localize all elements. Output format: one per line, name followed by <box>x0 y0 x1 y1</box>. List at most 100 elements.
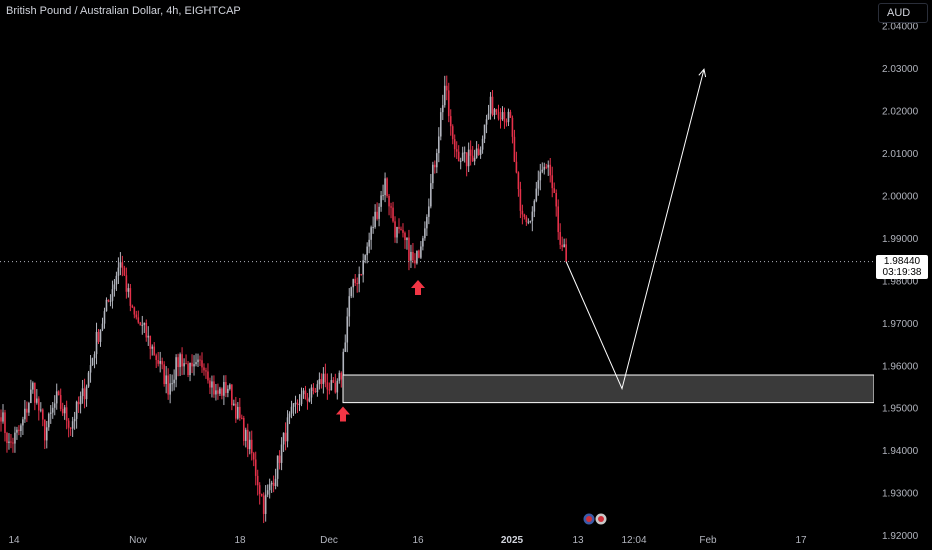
candle <box>382 184 384 201</box>
candle <box>366 242 368 264</box>
candle <box>49 405 52 424</box>
time-tick-label: 13 <box>572 535 584 546</box>
candle <box>517 171 520 197</box>
candle <box>81 379 84 404</box>
candle <box>225 375 227 398</box>
candle <box>141 315 144 335</box>
candle <box>424 221 426 241</box>
candle <box>201 352 203 373</box>
demand-zone <box>342 374 875 404</box>
candle <box>294 395 297 414</box>
candle <box>185 354 187 365</box>
price-tick-label: 1.96000 <box>882 361 919 372</box>
candle <box>107 299 110 303</box>
last-price-label: 1.98440 03:19:38 <box>876 255 928 279</box>
candle <box>443 75 446 108</box>
candle <box>553 182 556 194</box>
candle <box>422 235 424 251</box>
candle <box>398 218 400 234</box>
candle <box>445 75 448 101</box>
candle <box>93 351 96 369</box>
candle <box>491 90 494 117</box>
candle <box>475 141 478 159</box>
candle-series <box>0 75 567 524</box>
candle <box>55 383 58 410</box>
currency-button[interactable]: AUD <box>878 3 928 23</box>
time-tick-label: 17 <box>795 535 807 546</box>
candle <box>157 351 160 367</box>
symbol-title: British Pound / Australian Dollar, 4h, E… <box>6 5 241 17</box>
candle <box>438 127 440 163</box>
candle <box>489 92 492 120</box>
candle <box>278 450 281 470</box>
candle <box>430 174 432 209</box>
candle <box>336 378 339 400</box>
candle <box>346 307 349 353</box>
candle <box>191 354 193 374</box>
candle <box>380 190 382 212</box>
candle <box>288 411 291 425</box>
candle <box>105 297 108 312</box>
candle <box>119 252 122 276</box>
candle <box>133 306 136 319</box>
candle <box>227 385 229 398</box>
candle <box>439 107 442 141</box>
candle <box>386 177 388 198</box>
candle <box>457 145 460 162</box>
candle <box>563 238 565 248</box>
candle <box>354 274 357 287</box>
candle <box>63 404 66 420</box>
candle <box>235 396 237 423</box>
candle <box>155 353 158 369</box>
candle <box>465 152 468 177</box>
candle <box>531 206 534 232</box>
candle <box>89 355 92 383</box>
candle <box>481 135 484 154</box>
drawing-overlays <box>0 68 875 422</box>
candle <box>350 286 353 299</box>
candle <box>449 109 452 136</box>
candle <box>254 451 257 486</box>
candle <box>135 310 138 320</box>
candle <box>493 108 496 120</box>
candle <box>559 223 561 250</box>
candle <box>24 400 26 423</box>
candle <box>237 402 239 420</box>
candle <box>183 358 185 375</box>
candle <box>137 310 140 324</box>
candle <box>370 225 372 250</box>
candle <box>219 386 221 396</box>
economic-event-flag <box>594 512 608 526</box>
candle <box>459 157 462 170</box>
candle <box>298 394 301 412</box>
candle <box>497 104 500 121</box>
candle <box>416 250 418 265</box>
candle <box>20 423 22 438</box>
price-tick-label: 1.97000 <box>882 319 919 330</box>
candle <box>527 218 530 225</box>
candle <box>125 267 128 299</box>
projection-arrowhead <box>698 68 707 78</box>
time-axis[interactable]: 14 Nov 18 Dec 16 2025 13 12:04 Feb 17 <box>8 535 807 546</box>
candle <box>523 213 526 220</box>
candle <box>32 381 34 394</box>
candle <box>256 469 259 496</box>
price-tick-label: 1.92000 <box>882 531 919 542</box>
candle <box>129 284 132 312</box>
candle <box>420 241 422 259</box>
candle <box>262 492 265 524</box>
candle <box>519 181 522 219</box>
candle <box>71 416 74 437</box>
candle <box>217 383 219 400</box>
event-flags[interactable] <box>582 512 608 526</box>
candle <box>95 322 98 365</box>
candle <box>306 393 309 410</box>
candle <box>274 468 277 490</box>
candle <box>436 148 438 174</box>
candle <box>143 322 146 333</box>
candle <box>469 140 472 166</box>
candle <box>38 396 40 421</box>
candle <box>213 375 215 398</box>
candle <box>0 409 2 432</box>
